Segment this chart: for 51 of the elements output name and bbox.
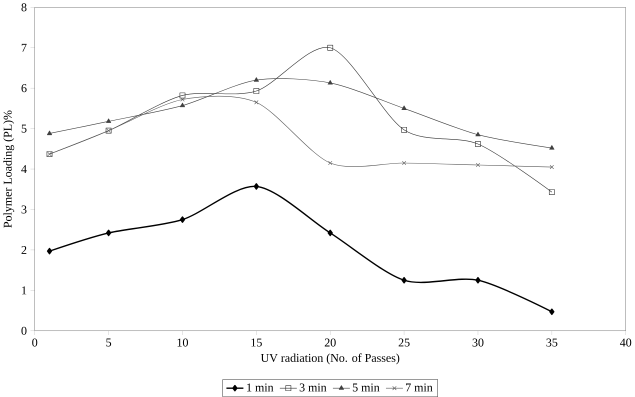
- y-tick-label: 7: [22, 44, 27, 52]
- point: [254, 100, 258, 104]
- point: [402, 106, 407, 110]
- point: [475, 132, 481, 136]
- point: [180, 97, 185, 102]
- point: [180, 102, 186, 108]
- point: [475, 276, 481, 284]
- x-tick-label: 10: [178, 338, 188, 347]
- point: [328, 230, 333, 236]
- point: [254, 183, 259, 190]
- point: [548, 189, 555, 195]
- y-tick-label: 5: [22, 124, 27, 133]
- y-tick-label: 8: [21, 3, 27, 12]
- point: [476, 162, 480, 168]
- x-tick-label: 40: [620, 338, 632, 347]
- x-tick-label: 5: [106, 338, 112, 346]
- point: [475, 141, 481, 147]
- point: [46, 130, 52, 136]
- x-axis-title: UV radiation (No. of Passes): [260, 353, 400, 364]
- point: [328, 160, 332, 166]
- x-tick-label: 15: [251, 338, 262, 346]
- point: [401, 126, 407, 133]
- point: [549, 145, 554, 150]
- point: [180, 216, 186, 223]
- y-tick-label: 3: [22, 205, 27, 214]
- y-axis-title: Polymer Loading (PL)%: [3, 110, 14, 228]
- x-tick-label: 35: [546, 338, 558, 347]
- point: [328, 80, 333, 85]
- point: [549, 308, 554, 316]
- legend-label: 5 min: [352, 383, 380, 392]
- point: [180, 92, 186, 98]
- point: [46, 248, 52, 254]
- y-tick-label: 1: [22, 286, 26, 294]
- x-tick-label: 30: [472, 338, 484, 347]
- point: [401, 276, 407, 284]
- x-tick-label: 25: [398, 338, 410, 347]
- y-tick-label: 6: [22, 84, 27, 92]
- point: [327, 44, 334, 51]
- x-tick-label: 20: [324, 338, 336, 347]
- legend-label: 3 min: [300, 383, 326, 392]
- point: [106, 118, 112, 123]
- point: [253, 88, 260, 94]
- y-tick-label: 2: [22, 246, 26, 254]
- point: [402, 160, 406, 166]
- x-tick-label: 0: [32, 338, 38, 347]
- legend-label: 7 min: [406, 383, 433, 392]
- point: [254, 77, 259, 82]
- point: [106, 230, 112, 236]
- y-tick-label: 0: [21, 326, 27, 335]
- y-tick-label: 4: [21, 165, 27, 173]
- legend-label: 1 min: [247, 383, 274, 392]
